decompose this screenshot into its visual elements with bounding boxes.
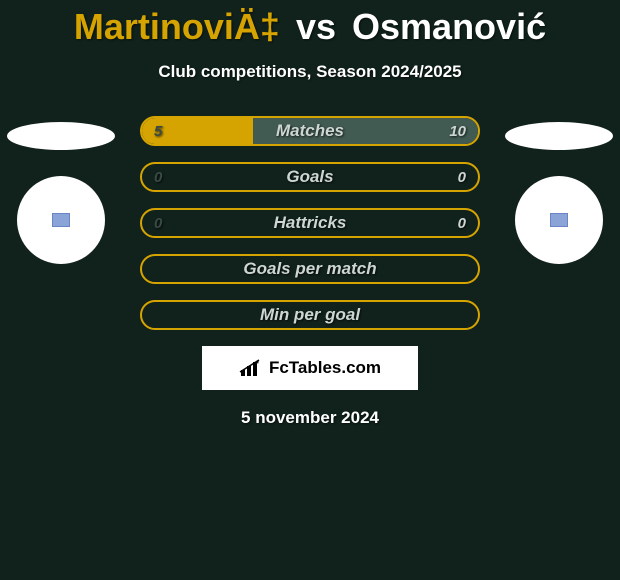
- player2-club-logo: [515, 176, 603, 264]
- vs-text: vs: [296, 6, 336, 47]
- placeholder-icon: [550, 213, 568, 227]
- stat-label: Matches: [142, 118, 478, 144]
- player2-name: Osmanović: [352, 6, 546, 47]
- player2-photo: [505, 122, 613, 150]
- player1-side: [6, 122, 116, 264]
- stat-row: Min per goal: [140, 300, 480, 330]
- placeholder-icon: [52, 213, 70, 227]
- footer-date: 5 november 2024: [0, 408, 620, 428]
- page-title: MartinoviÄ‡ vs Osmanović: [0, 0, 620, 48]
- footer-logo: FcTables.com: [202, 346, 418, 390]
- stat-row: Goals per match: [140, 254, 480, 284]
- stat-row: 00Hattricks: [140, 208, 480, 238]
- player1-club-logo: [17, 176, 105, 264]
- stat-row: 510Matches: [140, 116, 480, 146]
- stat-label: Hattricks: [142, 210, 478, 236]
- subtitle: Club competitions, Season 2024/2025: [0, 62, 620, 82]
- chart-icon: [239, 358, 265, 378]
- stat-label: Goals per match: [142, 256, 478, 282]
- stat-label: Min per goal: [142, 302, 478, 328]
- player2-side: [504, 122, 614, 264]
- player1-photo: [7, 122, 115, 150]
- player1-name: MartinoviÄ‡: [74, 6, 280, 47]
- stat-label: Goals: [142, 164, 478, 190]
- stat-row: 00Goals: [140, 162, 480, 192]
- footer-logo-text: FcTables.com: [269, 358, 381, 378]
